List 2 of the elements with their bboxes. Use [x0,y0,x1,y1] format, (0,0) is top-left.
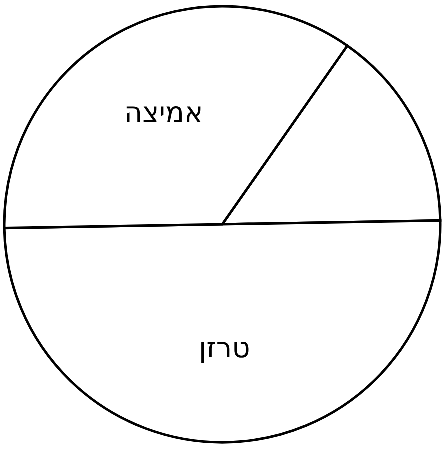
slice-label: אמיצה [124,96,204,130]
slice-label: טרזן [199,331,250,364]
